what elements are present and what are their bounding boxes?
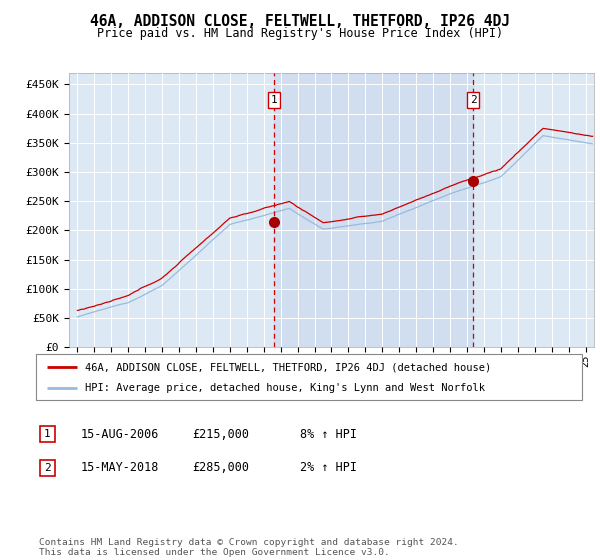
Text: 15-MAY-2018: 15-MAY-2018 [81,461,160,474]
Text: 46A, ADDISON CLOSE, FELTWELL, THETFORD, IP26 4DJ (detached house): 46A, ADDISON CLOSE, FELTWELL, THETFORD, … [85,362,491,372]
Text: HPI: Average price, detached house, King's Lynn and West Norfolk: HPI: Average price, detached house, King… [85,382,485,393]
FancyBboxPatch shape [40,460,55,475]
Text: 2: 2 [470,95,476,105]
Text: 1: 1 [44,429,51,439]
Text: Contains HM Land Registry data © Crown copyright and database right 2024.
This d: Contains HM Land Registry data © Crown c… [39,538,459,557]
Text: 2: 2 [44,463,51,473]
Bar [274,73,473,347]
Text: 1: 1 [271,95,278,105]
Text: 46A, ADDISON CLOSE, FELTWELL, THETFORD, IP26 4DJ: 46A, ADDISON CLOSE, FELTWELL, THETFORD, … [90,14,510,29]
Text: 15-AUG-2006: 15-AUG-2006 [81,427,160,441]
Text: 8% ↑ HPI: 8% ↑ HPI [300,427,357,441]
Text: Price paid vs. HM Land Registry's House Price Index (HPI): Price paid vs. HM Land Registry's House … [97,27,503,40]
Text: £215,000: £215,000 [192,427,249,441]
Text: 2% ↑ HPI: 2% ↑ HPI [300,461,357,474]
FancyBboxPatch shape [40,426,55,442]
FancyBboxPatch shape [36,354,582,400]
Text: £285,000: £285,000 [192,461,249,474]
